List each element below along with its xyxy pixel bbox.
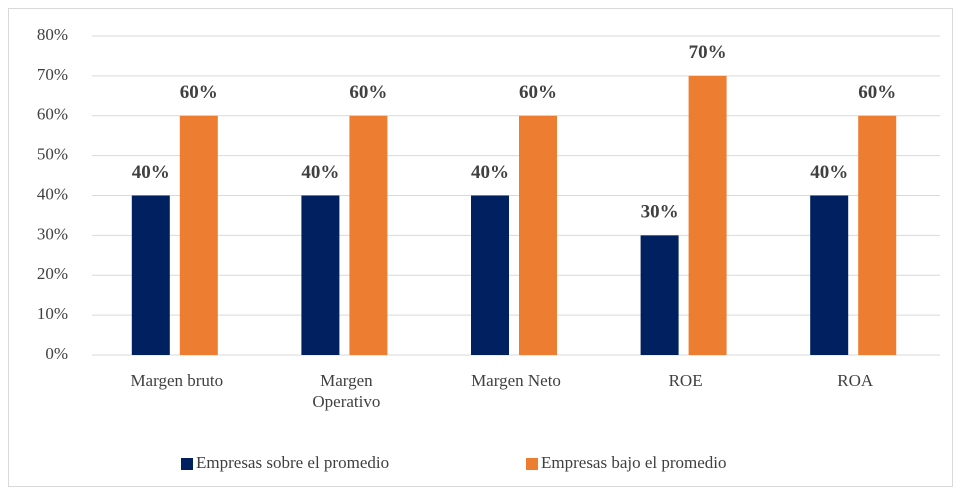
y-tick-label: 60% (37, 105, 68, 124)
y-tick-label: 30% (37, 224, 68, 243)
bar (858, 115, 897, 355)
y-tick-label: 20% (37, 264, 68, 283)
x-tick-label: Margen Operativo (312, 371, 381, 411)
bar (471, 195, 509, 355)
data-label: 40% (810, 162, 848, 183)
bar (349, 115, 388, 355)
bar (640, 235, 679, 355)
bar (301, 195, 340, 355)
y-tick-label: 70% (37, 65, 68, 84)
data-label: 40% (471, 162, 509, 183)
x-tick-label: Margen Neto (471, 371, 561, 390)
data-label: 30% (641, 202, 679, 223)
legend-swatch (526, 458, 538, 470)
y-tick-label: 0% (45, 344, 68, 363)
legend-label: Empresas bajo el promedio (541, 453, 727, 472)
data-label: 60% (180, 82, 218, 103)
data-label: 60% (858, 82, 896, 103)
x-tick-label: Margen bruto (130, 371, 224, 390)
y-tick-label: 80% (37, 25, 68, 44)
legend-label: Empresas sobre el promedio (196, 453, 389, 472)
data-label: 40% (132, 162, 170, 183)
bar (519, 115, 557, 355)
data-label: 60% (349, 82, 387, 103)
x-tick-label: ROA (837, 371, 874, 390)
bar (179, 115, 218, 355)
x-tick-label: ROE (668, 371, 703, 390)
bar (688, 75, 727, 355)
y-tick-label: 10% (37, 304, 68, 323)
y-tick-label: 50% (37, 145, 68, 164)
bar (810, 195, 849, 355)
data-label: 70% (689, 42, 727, 63)
legend-swatch (181, 458, 193, 470)
bar (131, 195, 170, 355)
data-label: 40% (301, 162, 339, 183)
y-tick-label: 40% (37, 184, 68, 203)
data-label: 60% (519, 82, 557, 103)
